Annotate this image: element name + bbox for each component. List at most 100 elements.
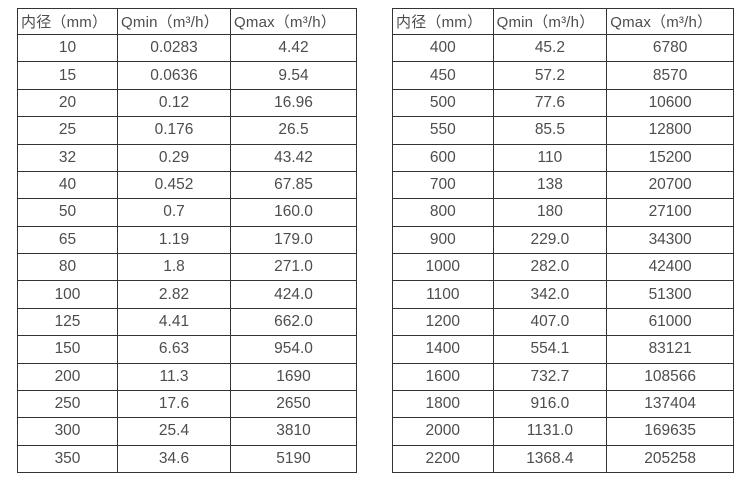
- table-cell: 1100: [392, 280, 494, 309]
- table-cell: 57.2: [492, 61, 608, 90]
- table-cell: 6780: [606, 33, 734, 63]
- table-row: 800 180 27100: [392, 198, 734, 227]
- table-cell: 40: [17, 170, 118, 200]
- table-cell: 916.0: [492, 389, 608, 419]
- table-cell: 160.0: [230, 198, 357, 227]
- table-row: 1600 732.7 108566: [392, 362, 734, 391]
- table-row: 32 0.29 43.42: [17, 143, 357, 172]
- table-cell: 271.0: [230, 252, 357, 282]
- table-cell: 16.96: [230, 88, 357, 118]
- table-row: 300 25.4 3810: [17, 417, 357, 446]
- flow-table-large-diameters: 内径（mm） Qmin（m³/h） Qmax（m³/h） 400 45.2 6780…: [392, 8, 734, 474]
- col-header-diameter: 内径（mm）: [392, 8, 494, 35]
- table-cell: 1.19: [117, 225, 231, 255]
- table-cell: 2200: [392, 444, 494, 474]
- table-cell: 1131.0: [492, 417, 608, 446]
- table-cell: 2.82: [117, 280, 231, 309]
- table-cell: 17.6: [117, 389, 231, 419]
- table-cell: 42400: [606, 252, 734, 282]
- table-cell: 1690: [230, 362, 357, 391]
- table-row: 450 57.2 8570: [392, 61, 734, 90]
- table-cell: 10: [17, 33, 118, 63]
- table-cell: 205258: [606, 444, 734, 474]
- table-row: 15 0.0636 9.54: [17, 61, 357, 90]
- table-cell: 169635: [606, 417, 734, 446]
- table-cell: 15200: [606, 143, 734, 172]
- table-cell: 0.29: [117, 143, 231, 172]
- table-row: 350 34.6 5190: [17, 444, 357, 474]
- flow-table-small-diameters: 内径（mm） Qmin（m³/h） Qmax（m³/h） 10 0.0283 4.4…: [17, 8, 357, 474]
- table-cell: 27100: [606, 198, 734, 227]
- table-cell: 732.7: [492, 362, 608, 391]
- table-cell: 0.176: [117, 116, 231, 145]
- table-cell: 350: [17, 444, 118, 474]
- table-row: 40 0.452 67.85: [17, 170, 357, 200]
- table-row: 1400 554.1 83121: [392, 335, 734, 364]
- table-cell: 4.41: [117, 307, 231, 337]
- col-header-qmin: Qmin（m³/h）: [492, 8, 608, 35]
- table-cell: 450: [392, 61, 494, 90]
- table-cell: 85.5: [492, 116, 608, 145]
- table-cell: 424.0: [230, 280, 357, 309]
- table-cell: 0.7: [117, 198, 231, 227]
- table-cell: 50: [17, 198, 118, 227]
- table-cell: 0.12: [117, 88, 231, 118]
- table-cell: 67.85: [230, 170, 357, 200]
- table-cell: 2000: [392, 417, 494, 446]
- table-row: 550 85.5 12800: [392, 116, 734, 145]
- table-row: 125 4.41 662.0: [17, 307, 357, 337]
- table-cell: 45.2: [492, 33, 608, 63]
- table-cell: 1000: [392, 252, 494, 282]
- table-cell: 34300: [606, 225, 734, 255]
- table-row: 700 138 20700: [392, 170, 734, 200]
- table-cell: 400: [392, 33, 494, 63]
- table-cell: 43.42: [230, 143, 357, 172]
- table-row: 1100 342.0 51300: [392, 280, 734, 309]
- table-cell: 9.54: [230, 61, 357, 90]
- table-row: 900 229.0 34300: [392, 225, 734, 255]
- table-cell: 700: [392, 170, 494, 200]
- table-cell: 100: [17, 280, 118, 309]
- table-cell: 77.6: [492, 88, 608, 118]
- table-cell: 1200: [392, 307, 494, 337]
- table-cell: 12800: [606, 116, 734, 145]
- table-cell: 110: [492, 143, 608, 172]
- table-cell: 137404: [606, 389, 734, 419]
- table-cell: 954.0: [230, 335, 357, 364]
- table-cell: 26.5: [230, 116, 357, 145]
- table-cell: 550: [392, 116, 494, 145]
- table-cell: 20: [17, 88, 118, 118]
- table-row: 100 2.82 424.0: [17, 280, 357, 309]
- table-body: 10 0.0283 4.42 15 0.0636 9.54 20 0.12 16.96 25 0.1…: [17, 33, 357, 474]
- table-row: 200 11.3 1690: [17, 362, 357, 391]
- table-cell: 800: [392, 198, 494, 227]
- table-cell: 600: [392, 143, 494, 172]
- table-row: 2200 1368.4 205258: [392, 444, 734, 474]
- table-row: 65 1.19 179.0: [17, 225, 357, 255]
- table-cell: 80: [17, 252, 118, 282]
- table-cell: 15: [17, 61, 118, 90]
- col-header-qmax: Qmax（m³/h）: [230, 8, 357, 35]
- table-cell: 180: [492, 198, 608, 227]
- table-cell: 61000: [606, 307, 734, 337]
- table-cell: 5190: [230, 444, 357, 474]
- table-cell: 229.0: [492, 225, 608, 255]
- table-row: 2000 1131.0 169635: [392, 417, 734, 446]
- table-cell: 10600: [606, 88, 734, 118]
- table-cell: 900: [392, 225, 494, 255]
- table-row: 10 0.0283 4.42: [17, 33, 357, 63]
- header-row: 内径（mm） Qmin（m³/h） Qmax（m³/h）: [392, 8, 734, 35]
- table-cell: 25: [17, 116, 118, 145]
- table-cell: 0.0636: [117, 61, 231, 90]
- col-header-qmax: Qmax（m³/h）: [606, 8, 734, 35]
- table-cell: 1368.4: [492, 444, 608, 474]
- table-cell: 179.0: [230, 225, 357, 255]
- table-row: 50 0.7 160.0: [17, 198, 357, 227]
- table-cell: 25.4: [117, 417, 231, 446]
- table-cell: 662.0: [230, 307, 357, 337]
- table-row: 500 77.6 10600: [392, 88, 734, 118]
- table-cell: 342.0: [492, 280, 608, 309]
- table-cell: 34.6: [117, 444, 231, 474]
- table-cell: 138: [492, 170, 608, 200]
